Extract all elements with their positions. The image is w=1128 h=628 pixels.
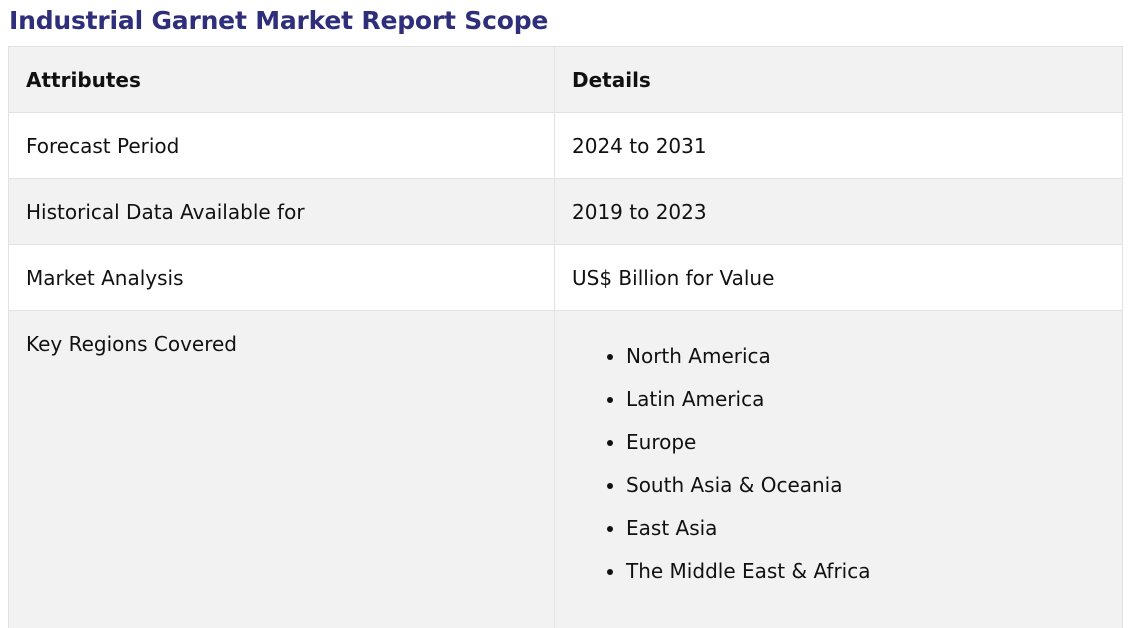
row-attribute: Market Analysis <box>8 244 555 311</box>
list-item: The Middle East & Africa <box>626 550 1105 593</box>
list-item: Latin America <box>626 378 1105 421</box>
row-attribute: Key Regions Covered <box>8 310 555 628</box>
header-details: Details <box>554 46 1123 113</box>
report-scope-table: Attributes Details Forecast Period 2024 … <box>8 46 1123 628</box>
row-attribute: Historical Data Available for <box>8 178 555 245</box>
regions-list: North America Latin America Europe South… <box>572 311 1105 593</box>
row-detail: US$ Billion for Value <box>554 244 1123 311</box>
table-row: Historical Data Available for 2019 to 20… <box>8 178 1123 245</box>
table-row: Forecast Period 2024 to 2031 <box>8 112 1123 179</box>
list-item: Europe <box>626 421 1105 464</box>
row-attribute: Forecast Period <box>8 112 555 179</box>
row-detail: 2024 to 2031 <box>554 112 1123 179</box>
header-attributes: Attributes <box>8 46 555 113</box>
row-detail: 2019 to 2023 <box>554 178 1123 245</box>
list-item: North America <box>626 335 1105 378</box>
table-header-row: Attributes Details <box>8 46 1123 113</box>
list-item: East Asia <box>626 507 1105 550</box>
table-row-regions: Key Regions Covered North America Latin … <box>8 310 1123 628</box>
page-title: Industrial Garnet Market Report Scope <box>9 6 549 35</box>
list-item: South Asia & Oceania <box>626 464 1105 507</box>
regions-cell: North America Latin America Europe South… <box>554 310 1123 628</box>
table-row: Market Analysis US$ Billion for Value <box>8 244 1123 311</box>
